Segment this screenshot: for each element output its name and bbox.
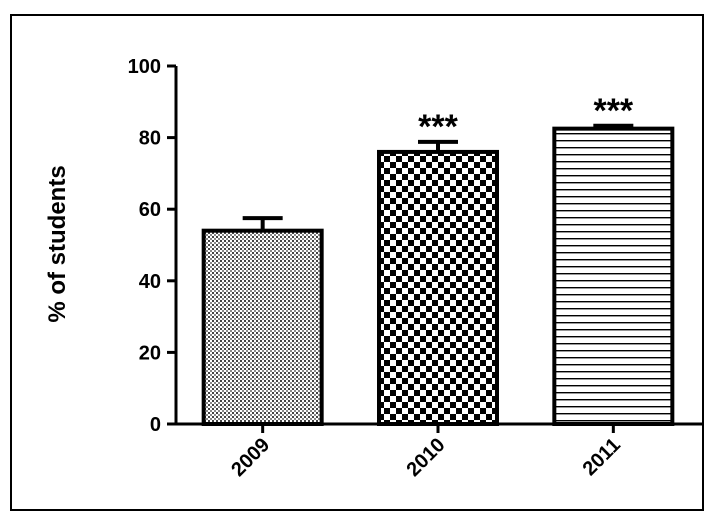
y-axis: 0 20 40 60 80 100 [128,56,178,436]
y-tick-label: 20 [139,342,161,364]
significance-annotation-2010: *** [418,108,458,146]
y-tick-label: 100 [128,56,161,78]
x-tick-label-2011: 2011 [579,434,625,480]
y-tick-label: 80 [139,128,161,150]
y-axis-label: % of students [44,165,71,322]
y-tick-label: 40 [139,271,161,293]
x-tick-label-2010: 2010 [403,434,450,481]
bars: 2009 2010 *** 2011 *** [201,92,675,481]
y-tick-label: 60 [139,199,161,221]
x-tick-label-2009: 2009 [227,434,274,481]
bar-2011 [552,126,675,426]
bar-2010 [377,149,499,426]
significance-annotation-2011: *** [593,92,633,130]
y-tick-label: 0 [150,414,161,436]
bar-2009 [201,228,324,426]
